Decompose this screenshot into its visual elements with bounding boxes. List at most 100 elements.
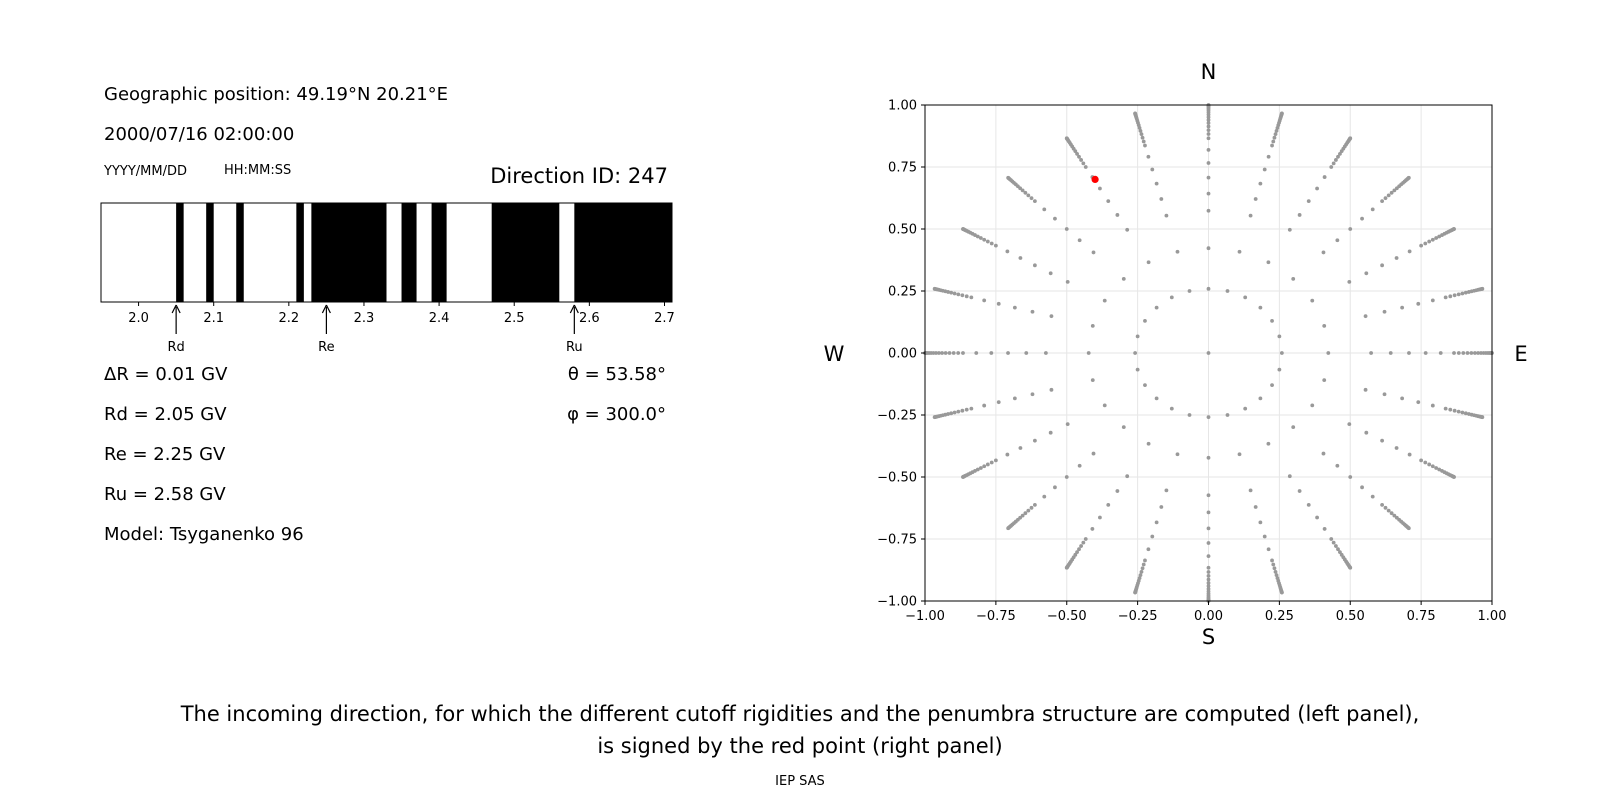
rd-value: Rd = 2.05 GV (104, 404, 227, 425)
direction-point (932, 286, 937, 291)
marker-label: Re (318, 340, 334, 355)
direction-point (1006, 175, 1011, 180)
direction-point (1133, 351, 1138, 355)
direction-point (1456, 351, 1461, 355)
direction-point (1394, 446, 1399, 450)
direction-point (1187, 289, 1192, 293)
direction-point (1407, 351, 1411, 355)
direction-point (1370, 207, 1375, 212)
direction-point (1139, 132, 1144, 137)
direction-point (956, 351, 961, 355)
direction-point (940, 351, 944, 355)
direction-point (961, 351, 965, 355)
direction-point (1020, 513, 1025, 518)
direction-point (1465, 351, 1470, 355)
direction-point (1262, 534, 1267, 539)
direction-point (1406, 526, 1411, 531)
direction-point (1106, 502, 1111, 507)
direction-point (1427, 462, 1432, 467)
direction-point (1463, 411, 1468, 416)
direction-point (1448, 407, 1453, 412)
direction-point (1400, 396, 1405, 401)
forbidden-band (206, 203, 214, 302)
direction-point (1335, 463, 1340, 468)
direction-point (989, 351, 994, 355)
direction-point (1125, 474, 1130, 479)
caption-line-2: is signed by the red point (right panel) (597, 734, 1003, 758)
direction-id: Direction ID: 247 (490, 164, 668, 188)
direction-point (1206, 118, 1211, 122)
direction-point (1348, 227, 1353, 231)
penumbra-frame (100, 202, 673, 303)
compass-north: N (1201, 60, 1217, 84)
direction-point (1270, 143, 1274, 148)
direction-point (1407, 249, 1412, 254)
selected-direction-point (1091, 175, 1099, 183)
direction-point (974, 351, 979, 355)
direction-point (1206, 161, 1211, 165)
direction-point (1386, 193, 1391, 198)
forbidden-band (296, 203, 304, 302)
direction-point (1064, 136, 1069, 141)
geographic-position: Geographic position: 49.19°N 20.21°E (104, 84, 449, 105)
x-tick-label: 2.2 (278, 311, 299, 326)
x-tick-label: 1.00 (1478, 609, 1507, 624)
direction-point (982, 298, 987, 303)
direction-point (1206, 121, 1211, 125)
direction-point (1081, 161, 1086, 166)
y-tick-label: 0.50 (888, 223, 917, 238)
direction-point (1159, 197, 1164, 201)
forbidden-band (401, 203, 417, 302)
direction-point (1048, 430, 1053, 435)
forbidden-band (431, 203, 447, 302)
direction-point (1407, 452, 1412, 457)
direction-point (1348, 565, 1353, 570)
direction-point (1115, 213, 1120, 217)
direction-point (1012, 396, 1017, 401)
direction-point (1277, 334, 1282, 339)
direction-point (1416, 400, 1421, 405)
direction-point (1279, 351, 1284, 355)
direction-point (1206, 493, 1211, 498)
direction-point (1347, 422, 1352, 427)
direction-point (1274, 128, 1279, 133)
direction-point (1048, 271, 1053, 276)
direction-point (1386, 508, 1391, 513)
direction-point (1024, 351, 1029, 355)
direction-point (1419, 458, 1424, 463)
penumbra-chart: 2.0 2.1 2.2 2.3 2.4 2.5 2.6 2.7 Rd Re Ru (100, 202, 675, 355)
model-name: Model: Tsyganenko 96 (104, 524, 304, 545)
direction-point (1360, 216, 1364, 221)
direction-point (1388, 351, 1393, 355)
direction-point (961, 475, 965, 479)
direction-point (1382, 309, 1387, 314)
direction-point (1086, 351, 1091, 355)
direction-point (1164, 488, 1169, 493)
direction-point (1146, 441, 1151, 446)
direction-point (1121, 425, 1126, 430)
direction-point (1206, 510, 1211, 515)
y-tick-label: −0.75 (877, 533, 917, 548)
direction-point (1348, 475, 1353, 479)
direction-point (989, 460, 994, 465)
y-tick-label: −0.50 (877, 471, 917, 486)
date-format-label: YYYY/MM/DD (104, 164, 187, 179)
footer-credit: IEP SAS (775, 774, 825, 789)
direction-point (1081, 540, 1086, 545)
direction-point (1079, 544, 1083, 548)
direction-point (949, 411, 954, 416)
direction-point (1125, 227, 1130, 232)
direction-point (1053, 216, 1057, 221)
direction-point (1416, 301, 1421, 306)
direction-point (1274, 573, 1279, 578)
x-tick-label: 0.25 (1265, 609, 1294, 624)
direction-point (1206, 565, 1211, 570)
direction-point (1243, 406, 1248, 411)
direction-point (1270, 319, 1274, 323)
direction-point (1023, 511, 1028, 516)
direction-point (1452, 227, 1456, 231)
direction-point (952, 410, 957, 415)
time-format-label: HH:MM:SS (224, 163, 292, 178)
direction-point (1266, 154, 1271, 159)
direction-point (1237, 452, 1242, 457)
